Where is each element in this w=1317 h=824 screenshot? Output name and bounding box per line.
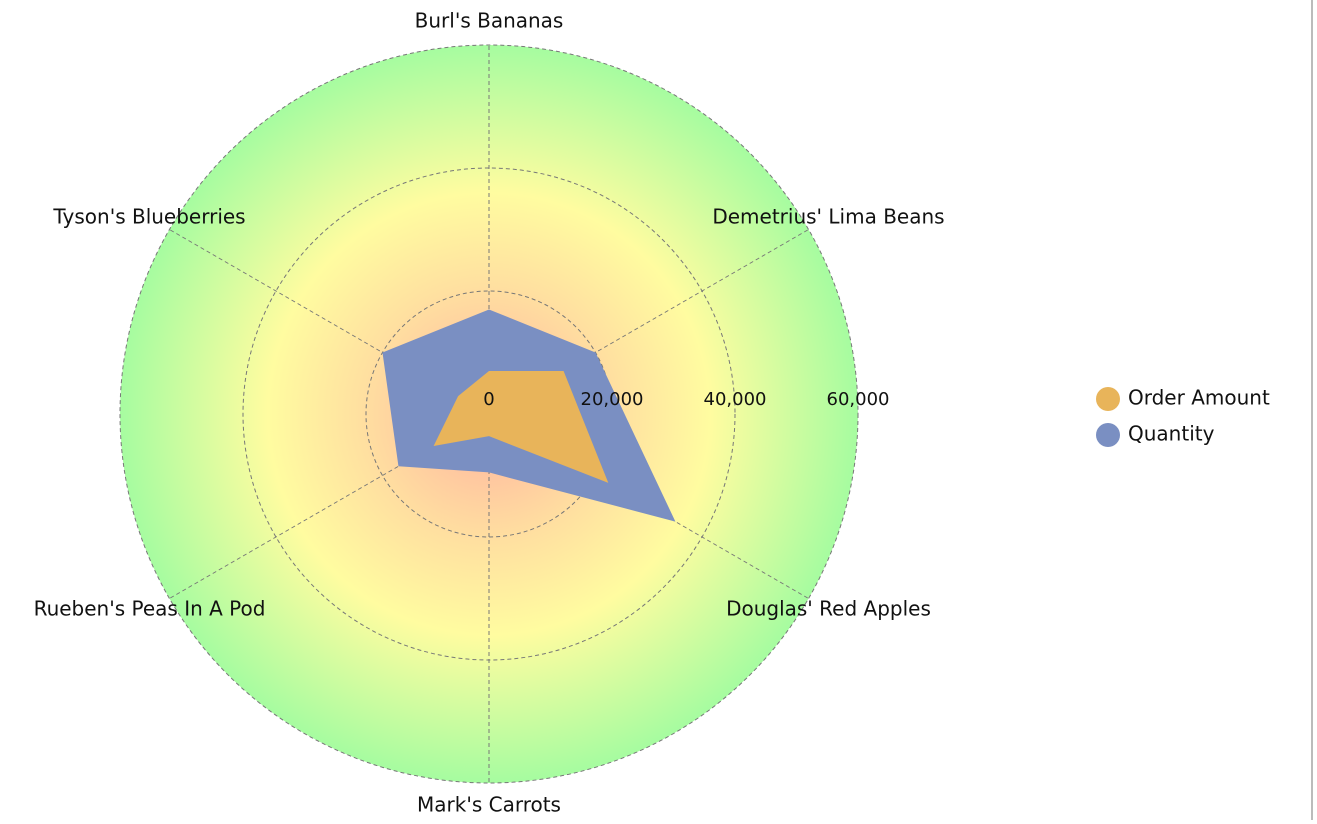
legend-label: Order Amount xyxy=(1128,386,1270,410)
r-tick-label: 20,000 xyxy=(581,389,644,410)
category-label: Mark's Carrots xyxy=(417,793,561,817)
r-tick-label: 0 xyxy=(483,389,494,410)
grid-ring xyxy=(119,44,859,784)
category-label: Demetrius' Lima Beans xyxy=(712,205,944,229)
spoke xyxy=(169,229,490,415)
r-tick-label: 60,000 xyxy=(827,389,890,410)
legend-swatch xyxy=(1096,387,1120,411)
category-label: Douglas' Red Apples xyxy=(726,597,931,621)
category-label: Tyson's Blueberries xyxy=(52,205,245,229)
category-label: Burl's Bananas xyxy=(415,9,564,33)
r-tick-label: 40,000 xyxy=(704,389,767,410)
spoke xyxy=(488,229,809,415)
category-label: Rueben's Peas In A Pod xyxy=(34,597,266,621)
series-area xyxy=(433,370,609,483)
legend-label: Quantity xyxy=(1128,422,1215,446)
spoke xyxy=(169,413,490,599)
legend-swatch xyxy=(1096,423,1120,447)
